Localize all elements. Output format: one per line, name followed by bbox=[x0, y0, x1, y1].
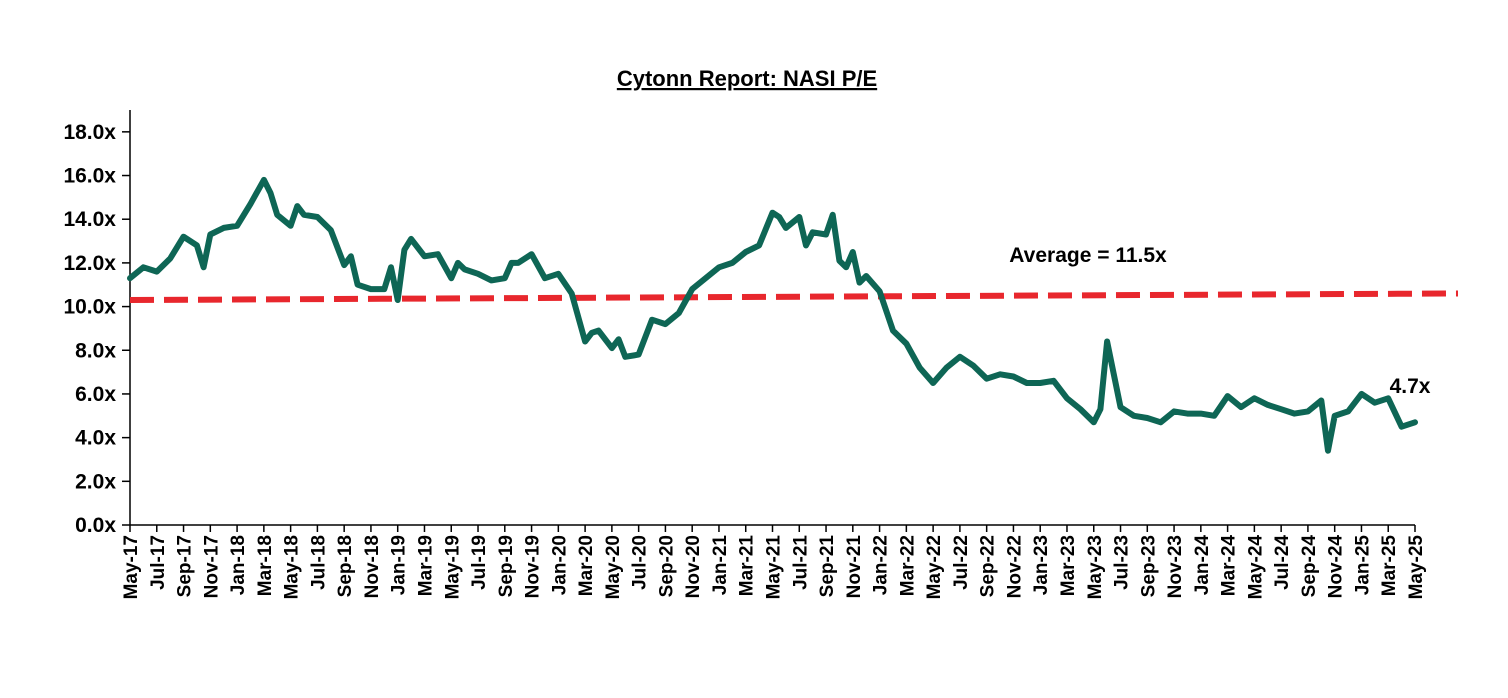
x-tick-label: Mar-19 bbox=[415, 535, 436, 596]
x-tick-label: Mar-25 bbox=[1379, 535, 1400, 597]
x-tick-label: Nov-19 bbox=[523, 535, 544, 598]
x-tick-label: Jan-25 bbox=[1352, 535, 1373, 596]
x-tick-label: Mar-24 bbox=[1219, 535, 1240, 597]
y-tick-label: 14.0x bbox=[63, 208, 116, 231]
x-tick-label: Nov-20 bbox=[683, 535, 704, 598]
x-tick-label: Jan-24 bbox=[1192, 535, 1213, 596]
x-tick-label: Jan-19 bbox=[389, 535, 410, 595]
x-tick-label: Jul-24 bbox=[1272, 535, 1293, 590]
x-tick-label: May-18 bbox=[282, 535, 303, 599]
x-tick-label: Jan-23 bbox=[1031, 535, 1052, 595]
x-tick-label: Sep-21 bbox=[817, 535, 838, 598]
x-tick-label: Sep-22 bbox=[978, 535, 999, 597]
x-tick-label: Mar-23 bbox=[1058, 535, 1079, 596]
x-tick-label: Sep-20 bbox=[656, 535, 677, 597]
x-tick-label: Mar-18 bbox=[255, 535, 276, 596]
last-value-label: 4.7x bbox=[1390, 375, 1431, 398]
x-tick-label: May-25 bbox=[1406, 535, 1427, 600]
y-tick-label: 4.0x bbox=[75, 427, 116, 450]
y-tick-label: 16.0x bbox=[63, 165, 116, 188]
x-tick-label: Jul-19 bbox=[469, 535, 490, 590]
x-tick-label: May-20 bbox=[603, 535, 624, 599]
x-tick-label: Jan-22 bbox=[871, 535, 892, 595]
x-tick-label: Nov-24 bbox=[1326, 535, 1347, 599]
x-tick-label: May-21 bbox=[764, 535, 785, 600]
y-tick-label: 6.0x bbox=[75, 383, 116, 406]
y-axis: 0.0x 2.0x 4.0x 6.0x 8.0x 10.0x 12.0x 14.0x 16.0x… bbox=[63, 110, 131, 537]
average-label: Average = 11.5x bbox=[1009, 244, 1167, 267]
x-tick-label: Nov-22 bbox=[1004, 535, 1025, 598]
y-tick-label: 12.0x bbox=[63, 252, 116, 275]
x-tick-label: May-24 bbox=[1245, 535, 1266, 600]
x-tick-label: Jul-20 bbox=[630, 535, 651, 590]
x-tick-label: Nov-21 bbox=[844, 535, 865, 599]
y-tick-label: 2.0x bbox=[75, 470, 116, 493]
x-tick-label: Nov-17 bbox=[201, 535, 222, 598]
data-points bbox=[129, 179, 1416, 451]
x-tick-label: May-22 bbox=[924, 535, 945, 599]
x-tick-label: Mar-20 bbox=[576, 535, 597, 596]
x-tick-label: Jul-22 bbox=[951, 535, 972, 590]
x-tick-label: Jul-18 bbox=[308, 535, 329, 590]
x-tick-label: Jul-17 bbox=[148, 535, 169, 590]
y-tick-label: 8.0x bbox=[75, 339, 116, 362]
x-tick-label: Sep-17 bbox=[175, 535, 196, 597]
x-tick-label: Mar-22 bbox=[897, 535, 918, 596]
series-line-nasi-pe bbox=[127, 176, 1418, 454]
x-tick-label: Sep-23 bbox=[1138, 535, 1159, 597]
x-tick-label: Mar-21 bbox=[737, 535, 758, 597]
x-tick-label: Sep-24 bbox=[1299, 535, 1320, 598]
x-tick-label: Sep-18 bbox=[335, 535, 356, 597]
x-tick-label: Jan-21 bbox=[710, 535, 731, 596]
x-tick-label: Jul-21 bbox=[790, 535, 811, 590]
x-tick-label: May-17 bbox=[121, 535, 142, 599]
x-tick-label: Sep-19 bbox=[496, 535, 517, 597]
x-tick-label: May-23 bbox=[1085, 535, 1106, 599]
x-tick-label: Nov-23 bbox=[1165, 535, 1186, 598]
y-tick-label: 0.0x bbox=[75, 514, 116, 537]
x-tick-label: Jan-18 bbox=[228, 535, 249, 595]
chart-title: Cytonn Report: NASI P/E bbox=[617, 66, 877, 91]
x-tick-label: Jul-23 bbox=[1112, 535, 1133, 590]
average-reference-line bbox=[129, 290, 1459, 304]
x-tick-label: May-19 bbox=[442, 535, 463, 599]
y-tick-label: 18.0x bbox=[63, 121, 116, 144]
x-tick-label: Jan-20 bbox=[549, 535, 570, 595]
y-tick-label: 10.0x bbox=[63, 296, 116, 319]
x-tick-label: Nov-18 bbox=[362, 535, 383, 598]
x-axis: May-17 Jul-17 Sep-17 Nov-17 Jan-18 Mar-18 May-… bbox=[121, 524, 1427, 600]
